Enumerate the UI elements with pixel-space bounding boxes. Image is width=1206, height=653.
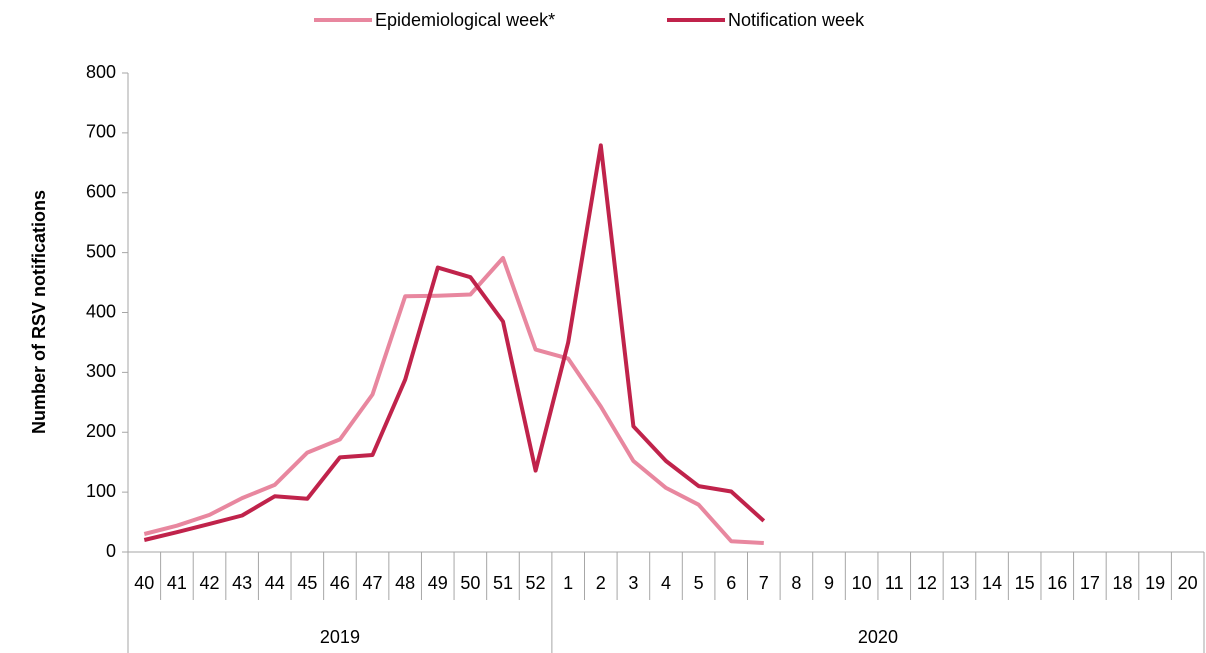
y-tick-label: 600 (86, 182, 116, 202)
x-group-label: 2020 (858, 627, 898, 647)
x-tick-label: 44 (265, 573, 285, 593)
x-tick-label: 7 (759, 573, 769, 593)
x-tick-label: 13 (949, 573, 969, 593)
x-tick-label: 52 (526, 573, 546, 593)
x-tick-label: 49 (428, 573, 448, 593)
x-tick-label: 5 (694, 573, 704, 593)
x-tick-label: 42 (199, 573, 219, 593)
x-tick-label: 1 (563, 573, 573, 593)
x-tick-label: 20 (1178, 573, 1198, 593)
x-tick-label: 18 (1112, 573, 1132, 593)
x-tick-label: 43 (232, 573, 252, 593)
y-tick-label: 0 (106, 541, 116, 561)
x-tick-label: 16 (1047, 573, 1067, 593)
x-tick-label: 40 (134, 573, 154, 593)
x-tick-label: 15 (1015, 573, 1035, 593)
x-tick-label: 48 (395, 573, 415, 593)
x-tick-label: 46 (330, 573, 350, 593)
y-tick-label: 200 (86, 421, 116, 441)
x-tick-label: 47 (363, 573, 383, 593)
y-axis-label: Number of RSV notifications (29, 190, 49, 434)
x-tick-label: 3 (628, 573, 638, 593)
y-tick-label: 800 (86, 62, 116, 82)
x-tick-label: 17 (1080, 573, 1100, 593)
x-tick-label: 14 (982, 573, 1002, 593)
series-line (143, 143, 766, 542)
x-tick-label: 9 (824, 573, 834, 593)
x-tick-label: 19 (1145, 573, 1165, 593)
y-tick-label: 300 (86, 361, 116, 381)
x-tick-label: 10 (852, 573, 872, 593)
x-tick-label: 8 (791, 573, 801, 593)
legend-label: Notification week (728, 10, 865, 30)
y-tick-label: 400 (86, 301, 116, 321)
x-tick-label: 2 (596, 573, 606, 593)
legend-label: Epidemiological week* (375, 10, 555, 30)
x-tick-label: 12 (917, 573, 937, 593)
x-tick-label: 45 (297, 573, 317, 593)
x-group-label: 2019 (320, 627, 360, 647)
x-tick-label: 4 (661, 573, 671, 593)
x-tick-label: 6 (726, 573, 736, 593)
x-tick-label: 50 (460, 573, 480, 593)
x-tick-label: 11 (885, 573, 904, 593)
series-line (143, 256, 764, 545)
x-tick-label: 51 (493, 573, 513, 593)
y-tick-label: 500 (86, 241, 116, 261)
y-tick-label: 100 (86, 481, 116, 501)
y-tick-label: 700 (86, 122, 116, 142)
x-tick-label: 41 (167, 573, 187, 593)
